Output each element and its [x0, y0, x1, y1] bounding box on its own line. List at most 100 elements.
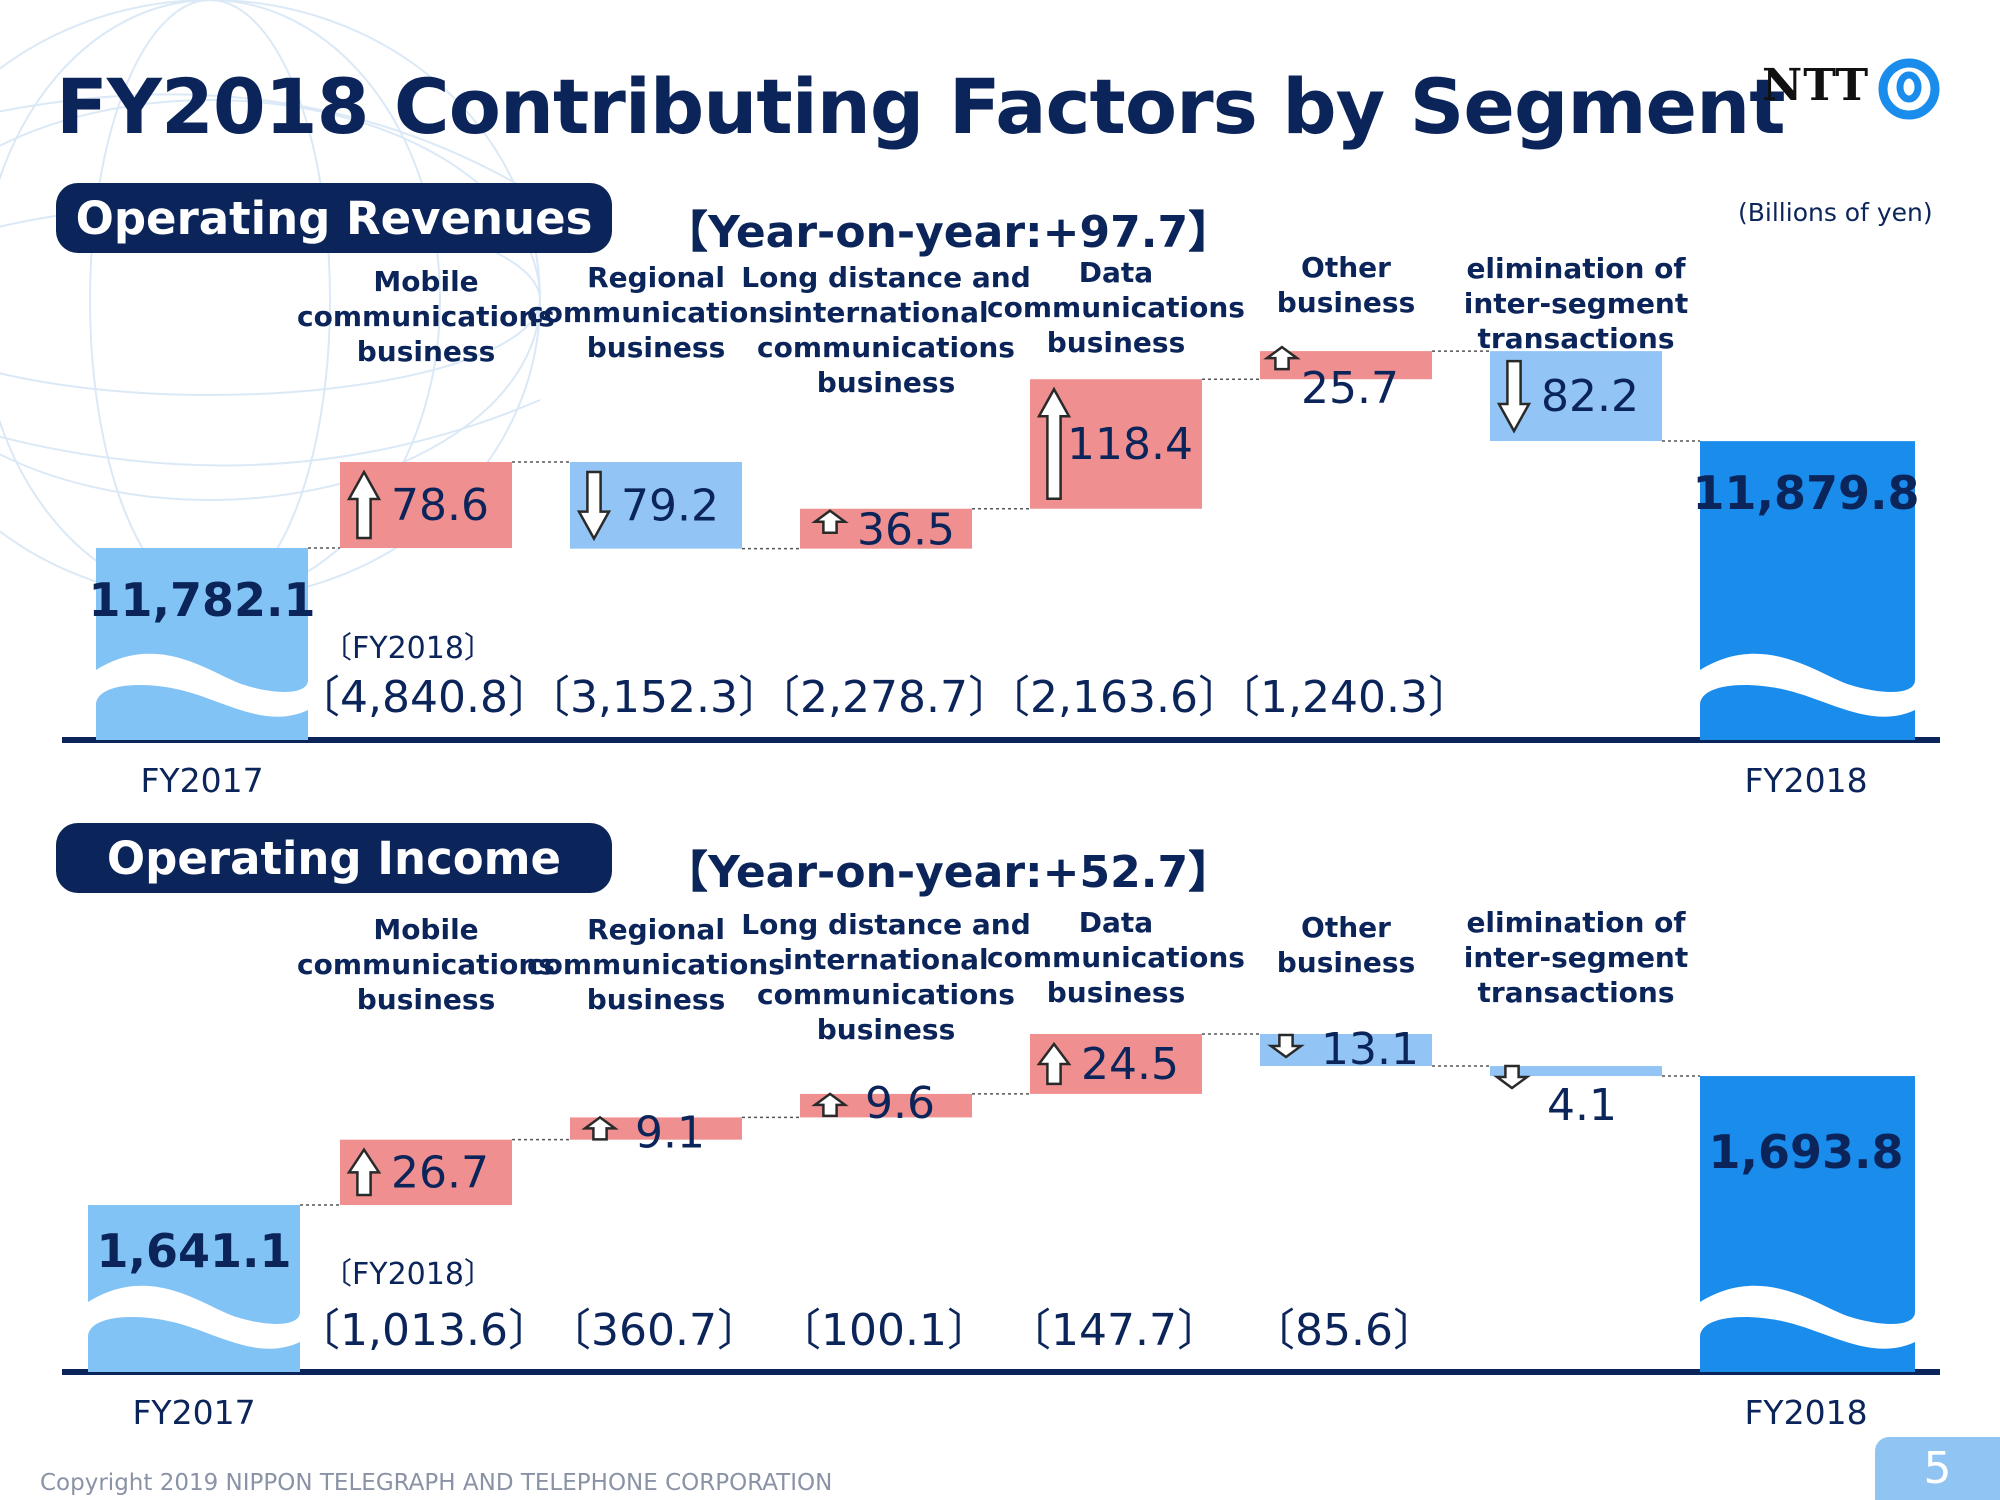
waterfall-chart-revenues: 11,782.1FY201778.6Mobilecommunicationsbu… [62, 251, 1940, 800]
revenues-start-category-label: FY2017 [140, 761, 263, 800]
revenues-category-label-0-0: Mobile [373, 265, 478, 298]
revenues-value-label-2: 36.5 [857, 505, 955, 556]
revenues-arrow-down-icon-5 [1496, 359, 1532, 434]
income-category-label-3-2: business [1047, 976, 1186, 1009]
income-category-label-2-3: business [817, 1013, 956, 1046]
income-fy2018-value-1: 〔360.7〕 [547, 1305, 761, 1356]
income-category-label-4-1: business [1277, 946, 1416, 979]
page-number: 5 [1875, 1437, 2000, 1500]
income-category-label-0-0: Mobile [373, 913, 478, 946]
income-value-label-1: 9.1 [635, 1107, 705, 1158]
income-fy2018-value-4: 〔85.6〕 [1251, 1305, 1437, 1356]
income-arrow-up-icon-1 [581, 1115, 619, 1141]
income-fy2018-value-2: 〔100.1〕 [777, 1305, 991, 1356]
income-end-value-label: 1,693.8 [1709, 1125, 1904, 1179]
income-arrow-up-icon-0 [346, 1147, 382, 1197]
revenues-value-label-3: 118.4 [1067, 419, 1193, 470]
revenues-arrow-down-icon-1 [576, 470, 612, 542]
income-value-label-2: 9.6 [865, 1078, 935, 1129]
income-start-value-label: 1,641.1 [97, 1224, 292, 1278]
income-category-label-4-0: Other [1301, 911, 1391, 944]
income-category-label-1-0: Regional [587, 913, 725, 946]
ntt-logo-mark-icon [1878, 58, 1940, 120]
income-category-label-1-2: business [587, 983, 726, 1016]
income-category-label-3-1: communications [987, 941, 1245, 974]
revenues-wave-start [96, 653, 308, 717]
income-category-label-0-2: business [357, 983, 496, 1016]
revenues-arrow-up-icon-4 [1263, 345, 1301, 371]
logo-text: NTT [1762, 60, 1870, 111]
section-heading-revenues: Operating Revenues [56, 183, 612, 253]
revenues-category-label-2-0: Long distance and [741, 261, 1031, 294]
revenues-category-label-1-1: communications [527, 296, 785, 329]
waterfall-chart-income: 1,641.1FY201726.7Mobilecommunicationsbus… [62, 906, 1940, 1432]
revenues-fy2018-value-1: 〔3,152.3〕 [526, 672, 782, 723]
income-value-label-5: 4.1 [1547, 1080, 1617, 1131]
revenues-arrow-up-icon-3 [1036, 386, 1072, 500]
revenues-category-label-3-0: Data [1079, 256, 1153, 289]
revenues-arrow-up-icon-0 [346, 469, 382, 540]
revenues-fy2018-value-0: 〔4,840.8〕 [296, 672, 552, 723]
revenues-category-label-3-1: communications [987, 291, 1245, 324]
income-arrow-down-icon-5 [1493, 1064, 1531, 1090]
revenues-value-label-4: 25.7 [1301, 363, 1399, 414]
revenues-fy2018-value-4: 〔1,240.3〕 [1216, 672, 1472, 723]
revenues-value-label-5: 82.2 [1541, 371, 1639, 422]
revenues-value-label-1: 79.2 [621, 480, 719, 531]
copyright: Copyright 2019 NIPPON TELEGRAPH AND TELE… [40, 1470, 833, 1496]
income-category-label-5-0: elimination of [1466, 906, 1686, 939]
income-category-label-3-0: Data [1079, 906, 1153, 939]
income-category-label-5-1: inter-segment [1464, 941, 1689, 974]
revenues-fy2018-value-3: 〔2,163.6〕 [986, 672, 1242, 723]
income-category-label-2-1: international [783, 943, 988, 976]
revenues-category-label-1-2: business [587, 331, 726, 364]
income-category-label-2-2: communications [757, 978, 1015, 1011]
revenues-fy2018-value-2: 〔2,278.7〕 [756, 672, 1012, 723]
income-bar-step-5 [1490, 1066, 1662, 1077]
section-heading-income: Operating Income [56, 823, 612, 893]
income-arrow-up-icon-3 [1036, 1041, 1072, 1086]
income-start-category-label: FY2017 [132, 1393, 255, 1432]
revenues-category-label-0-1: communications [297, 300, 555, 333]
income-category-label-2-0: Long distance and [741, 908, 1031, 941]
income-fy2018-value-0: 〔1,013.6〕 [296, 1305, 552, 1356]
income-end-category-label: FY2018 [1744, 1393, 1867, 1432]
revenues-category-label-3-2: business [1047, 326, 1186, 359]
income-value-label-4: 13.1 [1321, 1024, 1419, 1075]
income-arrow-up-icon-2 [811, 1092, 849, 1118]
revenues-category-label-2-2: communications [757, 331, 1015, 364]
revenues-end-value-label: 11,879.8 [1693, 466, 1920, 520]
income-category-label-1-1: communications [527, 948, 785, 981]
income-value-label-0: 26.7 [391, 1147, 489, 1198]
revenues-category-label-5-1: inter-segment [1464, 287, 1689, 320]
revenues-category-label-5-0: elimination of [1466, 252, 1686, 285]
revenues-category-label-1-0: Regional [587, 261, 725, 294]
revenues-category-label-2-3: business [817, 366, 956, 399]
income-arrow-down-icon-4 [1267, 1033, 1305, 1059]
revenues-end-category-label: FY2018 [1744, 761, 1867, 800]
revenues-wave-end [1700, 653, 1915, 717]
yoy-income: 【Year-on-year:+52.7】 [664, 847, 1233, 898]
income-bar-step-1 [570, 1117, 742, 1140]
yoy-revenues: 【Year-on-year:+97.7】 [664, 207, 1233, 258]
income-value-label-3: 24.5 [1081, 1039, 1179, 1090]
ntt-logo: NTT [1762, 56, 1952, 126]
income-bar-step-2 [800, 1093, 972, 1118]
revenues-category-label-0-2: business [357, 335, 496, 368]
income-category-label-0-1: communications [297, 948, 555, 981]
revenues-start-value-label: 11,782.1 [89, 573, 316, 627]
revenues-category-label-5-2: transactions [1478, 322, 1675, 355]
revenues-fy2018-caption: 〔FY2018〕 [322, 631, 494, 666]
revenues-category-label-2-1: international [783, 296, 988, 329]
unit-label: (Billions of yen) [1738, 198, 1933, 227]
revenues-category-label-4-0: Other [1301, 251, 1391, 284]
income-category-label-5-2: transactions [1478, 976, 1675, 1009]
income-fy2018-caption: 〔FY2018〕 [322, 1257, 494, 1292]
income-fy2018-value-3: 〔147.7〕 [1007, 1305, 1221, 1356]
revenues-value-label-0: 78.6 [391, 480, 489, 531]
income-wave-start [88, 1285, 300, 1349]
page-title: FY2018 Contributing Factors by Segment [56, 62, 1786, 151]
revenues-category-label-4-1: business [1277, 286, 1416, 319]
revenues-arrow-up-icon-2 [811, 509, 849, 534]
income-wave-end [1700, 1285, 1915, 1349]
